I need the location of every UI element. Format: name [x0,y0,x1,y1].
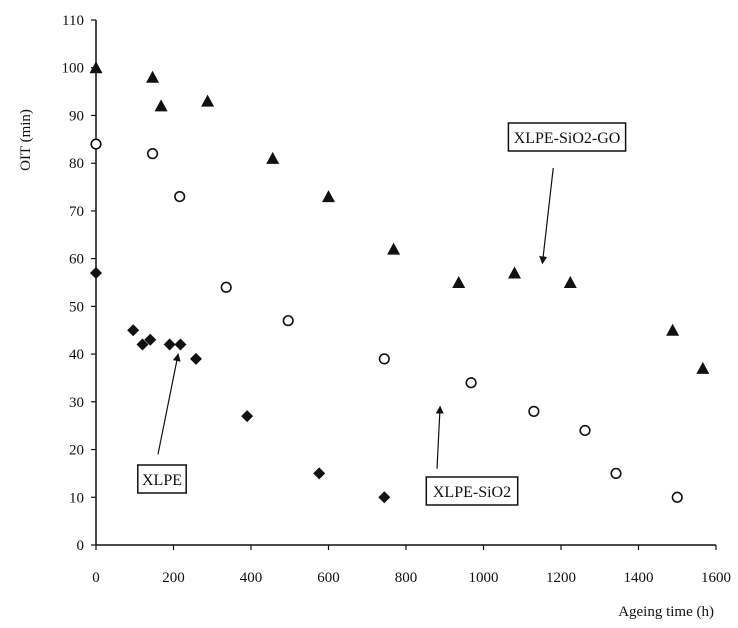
data-point [610,467,622,480]
x-tick-label: 1200 [546,570,576,586]
data-point [146,70,160,83]
data-point [528,405,540,417]
x-tick-label: 200 [162,570,185,586]
annotation-label: XLPE-SiO2 [433,484,511,501]
series-xlpe-sio2 [90,138,683,503]
data-point [666,323,680,336]
annotations: XLPE XLPE-SiO2 XLPE-SiO2-GO [137,122,627,506]
y-tick-label: 100 [62,61,85,77]
y-tick-label: 60 [69,252,84,268]
data-point [144,333,157,346]
series-xlpe-sio2-go [89,61,710,374]
data-point [266,151,280,164]
data-series [89,61,710,504]
data-point [163,338,176,351]
y-tick-label: 80 [69,156,84,172]
y-tick-label: 10 [69,490,84,506]
data-point [452,276,466,289]
x-tick-label: 1000 [469,570,499,586]
data-point [127,324,140,337]
x-tick-label: 400 [240,570,263,586]
data-point [378,353,390,365]
annotation-arrow [539,167,554,265]
x-axis-title: Ageing time (h) [618,604,714,620]
tick-labels: 0 10 20 30 40 50 60 70 80 90 100 110 0 200 400 600 800 10… [62,13,732,586]
annotation-label: XLPE-SiO2-GO [514,130,621,147]
annotation-box [425,476,519,506]
data-point [189,352,202,365]
data-point [174,338,187,351]
annotation-box [507,122,627,152]
data-point [579,424,591,437]
data-point [89,61,103,74]
y-tick-label: 50 [69,299,84,315]
annotation-box [137,464,187,494]
annotation-arrow [157,353,181,455]
y-tick-label: 30 [69,395,84,411]
annotation-label: XLPE [142,472,182,489]
data-point [465,377,477,389]
annotation-xlpe: XLPE [137,353,187,494]
data-point [563,276,577,289]
data-point [387,242,401,255]
data-point [174,190,186,203]
annotation-xlpe-sio2-go: XLPE-SiO2-GO [507,122,627,265]
x-tick-label: 600 [317,570,340,586]
series-xlpe [90,266,391,504]
data-point [696,361,710,374]
data-point [154,99,168,112]
y-tick-label: 110 [62,13,84,29]
data-point [146,148,159,160]
y-tick-label: 20 [69,443,84,459]
data-point [671,491,683,503]
data-point [90,266,102,279]
data-point [313,467,326,480]
annotation-xlpe-sio2: XLPE-SiO2 [425,405,519,506]
x-tick-label: 0 [92,570,100,586]
annotation-arrow [435,405,444,469]
data-point [201,94,215,107]
data-point [90,138,102,150]
data-point [322,190,335,203]
data-point [220,281,232,293]
data-point [241,410,254,423]
y-axis-title: OIT (min) [18,109,34,171]
data-point [282,315,294,327]
y-tick-label: 0 [77,538,85,554]
data-point [378,491,391,504]
y-tick-label: 40 [69,347,84,363]
x-tick-label: 800 [395,570,418,586]
data-point [136,338,149,351]
data-point [508,266,521,279]
x-tick-label: 1600 [701,570,731,586]
x-tick-label: 1400 [624,570,654,586]
y-tick-label: 90 [69,108,84,124]
y-tick-label: 70 [69,204,84,220]
